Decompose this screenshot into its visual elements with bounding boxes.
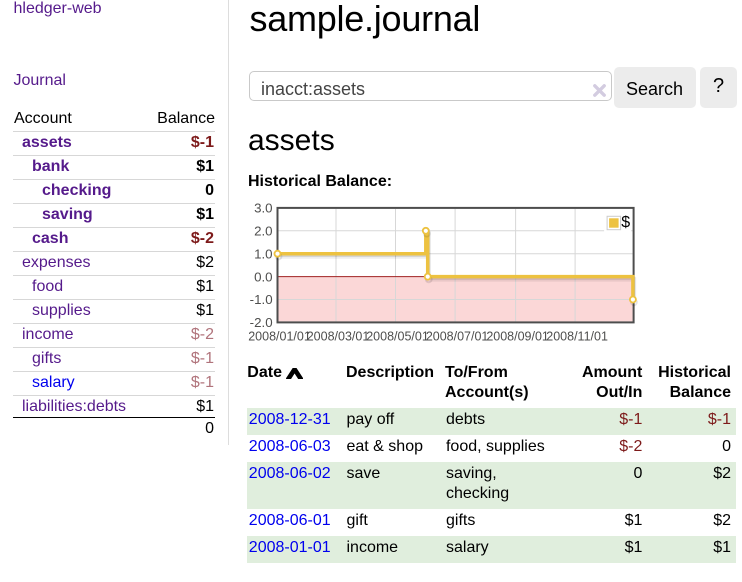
svg-text:1.0: 1.0	[254, 246, 273, 261]
svg-text:2008/09/01: 2008/09/01	[486, 330, 549, 344]
svg-text:2008/05/01: 2008/05/01	[366, 330, 429, 344]
svg-text:2008/11/01: 2008/11/01	[546, 330, 608, 344]
svg-text:$: $	[621, 214, 630, 231]
svg-text:-2.0: -2.0	[250, 315, 273, 330]
svg-text:2008/03/01: 2008/03/01	[307, 330, 370, 344]
svg-text:0.0: 0.0	[254, 269, 273, 284]
svg-text:2.0: 2.0	[254, 224, 273, 239]
svg-text:2008/07/01: 2008/07/01	[426, 330, 489, 344]
svg-text:3.0: 3.0	[254, 201, 273, 216]
svg-text:-1.0: -1.0	[250, 292, 273, 307]
svg-text:2008/01/01: 2008/01/01	[248, 330, 311, 344]
